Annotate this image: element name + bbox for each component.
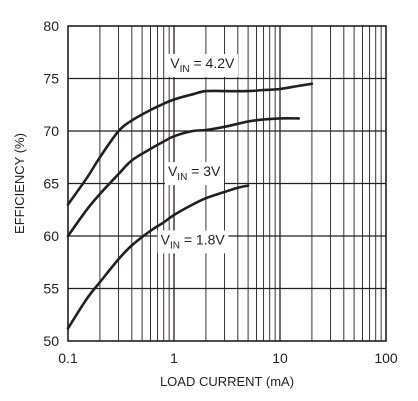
y-tick-labels: 50 55 60 65 70 75 80 xyxy=(43,18,59,349)
y-tick-label: 55 xyxy=(43,281,59,297)
y-tick-label: 80 xyxy=(43,18,59,34)
label-main: V xyxy=(161,231,171,247)
series-label-text: VIN = 3V xyxy=(168,163,221,183)
x-tick-labels: 0.1 1 10 100 xyxy=(58,350,398,366)
y-tick-label: 75 xyxy=(43,71,59,87)
grid xyxy=(68,26,386,341)
y-tick-label: 50 xyxy=(43,333,59,349)
label-background xyxy=(167,54,239,77)
y-tick-label: 60 xyxy=(43,228,59,244)
x-tick-label: 1 xyxy=(170,350,178,366)
series-layer xyxy=(66,82,314,330)
label-background xyxy=(157,230,229,254)
y-tick-label: 65 xyxy=(43,176,59,192)
series-line-vin-1-8v xyxy=(66,184,250,330)
label-rest: = 1.8V xyxy=(180,231,225,247)
series-label-vin-4-2v: VIN = 4.2V xyxy=(167,54,239,77)
label-rest: = 4.2V xyxy=(190,55,235,71)
series-label-vin-3v: VIN = 3V xyxy=(164,162,225,186)
series-line-vin-4-2v xyxy=(66,82,314,206)
series-label-text: VIN = 1.8V xyxy=(161,231,226,251)
x-tick-label: 100 xyxy=(374,350,398,366)
y-axis-title: EFFICIENCY (%) xyxy=(12,133,27,234)
label-subscript: IN xyxy=(170,240,180,251)
label-background xyxy=(164,162,225,186)
x-axis-title: LOAD CURRENT (mA) xyxy=(160,374,294,389)
plot-frame xyxy=(67,25,387,342)
y-tick-label: 70 xyxy=(43,123,59,139)
x-tick-label: 10 xyxy=(272,350,288,366)
label-rest: = 3V xyxy=(187,163,221,179)
series-label-vin-1-8v: VIN = 1.8V xyxy=(157,230,229,254)
x-tick-label: 0.1 xyxy=(58,350,78,366)
series-line-vin-3v xyxy=(66,117,300,238)
label-main: V xyxy=(170,55,180,71)
label-main: V xyxy=(168,163,178,179)
label-subscript: IN xyxy=(180,64,190,75)
series-label-text: VIN = 4.2V xyxy=(170,55,235,75)
label-subscript: IN xyxy=(177,172,187,183)
